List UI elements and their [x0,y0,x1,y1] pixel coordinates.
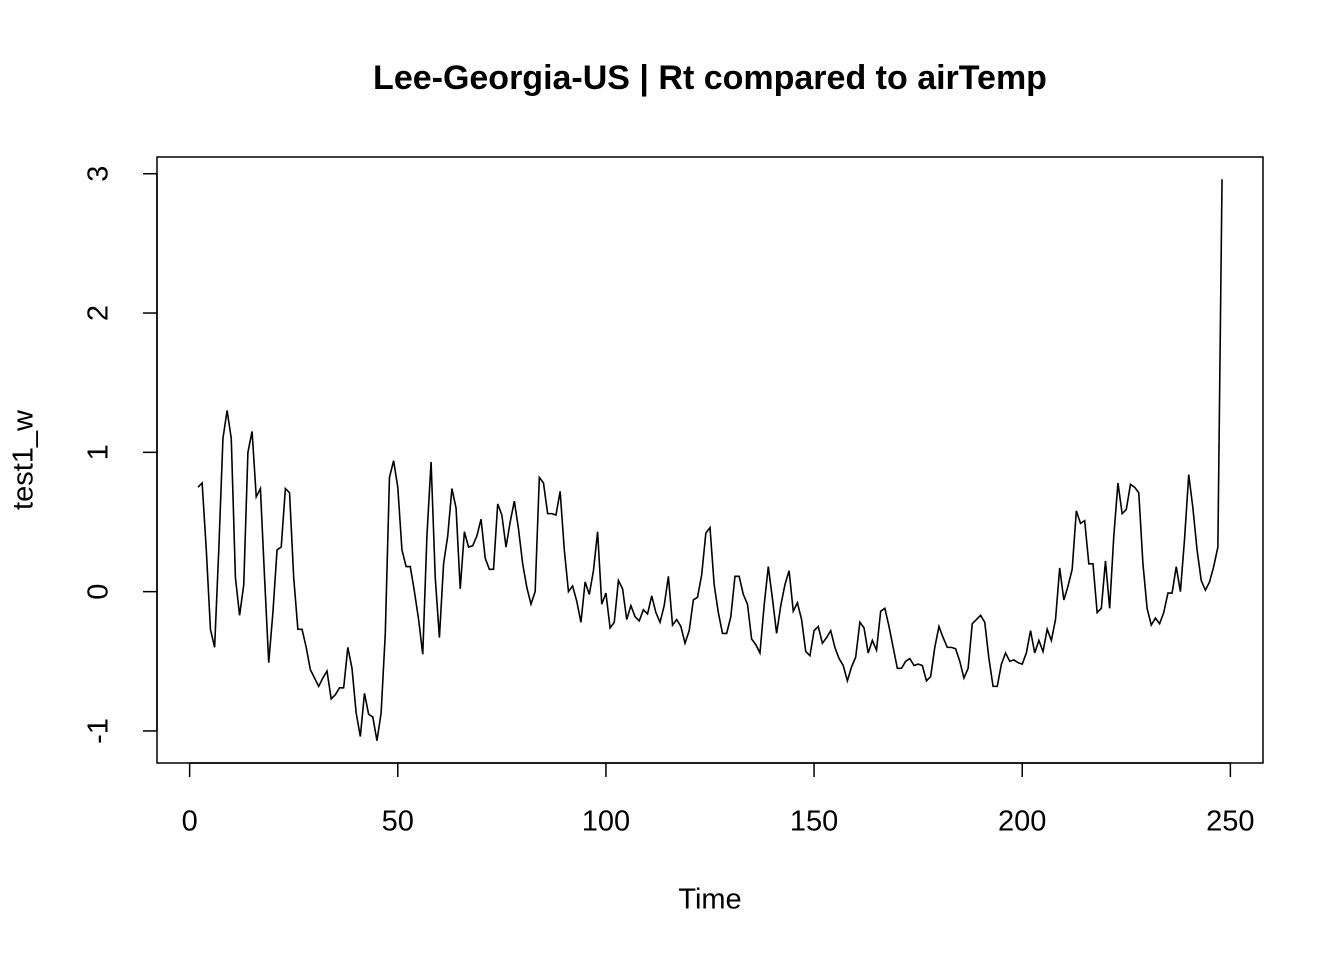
x-tick-label: 0 [182,806,198,838]
x-tick-label: 100 [582,806,630,838]
y-tick-label: 3 [83,166,115,182]
x-tick-label: 200 [998,806,1046,838]
x-tick-label: 150 [790,806,838,838]
chart-title: Lee-Georgia-US | Rt compared to airTemp [373,59,1047,97]
x-axis-label: Time [678,884,741,916]
x-tick-label: 250 [1206,806,1254,838]
data-line [197,179,1223,741]
y-tick-label: 1 [83,444,115,460]
x-tick-label: 50 [382,806,414,838]
y-tick-label: 2 [83,305,115,321]
y-tick-label: -1 [83,718,115,744]
y-axis-label: test1_w [8,409,40,510]
y-tick-label: 0 [83,584,115,600]
